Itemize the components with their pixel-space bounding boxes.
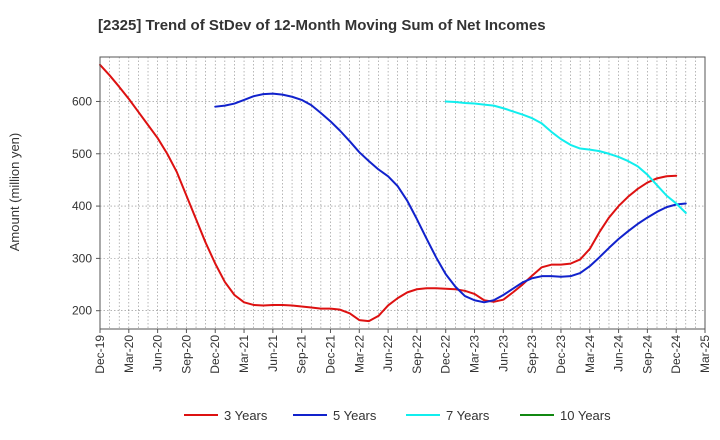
series-line-5-years (214, 92, 687, 304)
x-tick-label: Jun-22 (381, 335, 395, 372)
x-tick-label: Sep-22 (410, 335, 424, 374)
x-tick-label: Dec-21 (323, 335, 337, 374)
x-tick-label: Dec-23 (554, 335, 568, 374)
y-tick-label: 500 (72, 147, 92, 161)
series-line-7-years (444, 100, 687, 214)
series-line-3-years (99, 63, 678, 323)
y-tick-label: 300 (72, 251, 92, 265)
legend-label-3-years: 3 Years (224, 408, 268, 423)
grid-lines (100, 57, 705, 329)
x-tick-label: Dec-19 (93, 335, 107, 374)
x-tick-label: Sep-20 (179, 335, 193, 374)
legend: 3 Years 5 Years 7 Years 10 Years (184, 408, 611, 423)
x-tick-label: Mar-20 (122, 335, 136, 373)
x-tick-label: Dec-22 (439, 335, 453, 374)
series-lines (99, 63, 687, 323)
legend-label-5-years: 5 Years (333, 408, 377, 423)
x-tick-label: Jun-20 (151, 335, 165, 372)
x-tick-label: Sep-21 (295, 335, 309, 374)
x-tick-label: Jun-23 (496, 335, 510, 372)
x-tick-label: Mar-21 (237, 335, 251, 373)
y-tick-labels: 200 300 400 500 600 (72, 94, 100, 318)
y-tick-label: 400 (72, 199, 92, 213)
x-tick-label: Dec-24 (669, 335, 683, 374)
x-tick-label: Mar-24 (583, 335, 597, 373)
x-tick-labels: Dec-19 Mar-20 Jun-20 Sep-20 Dec-20 Mar-21 Jun-… (93, 329, 712, 374)
y-axis-label: Amount (million yen) (7, 133, 22, 252)
x-tick-label: Sep-23 (525, 335, 539, 374)
y-tick-label: 600 (72, 94, 92, 108)
x-tick-label: Jun-21 (266, 335, 280, 372)
y-tick-label: 200 (72, 304, 92, 318)
x-tick-label: Mar-23 (468, 335, 482, 373)
x-tick-label: Jun-24 (612, 335, 626, 372)
x-tick-label: Dec-20 (208, 335, 222, 374)
plot-frame (99, 56, 706, 330)
x-tick-label: Mar-22 (352, 335, 366, 373)
legend-label-10-years: 10 Years (560, 408, 611, 423)
chart-title: [2325] Trend of StDev of 12-Month Moving… (98, 17, 546, 34)
x-tick-label: Sep-24 (640, 335, 654, 374)
x-tick-label: Mar-25 (698, 335, 712, 373)
legend-label-7-years: 7 Years (446, 408, 490, 423)
